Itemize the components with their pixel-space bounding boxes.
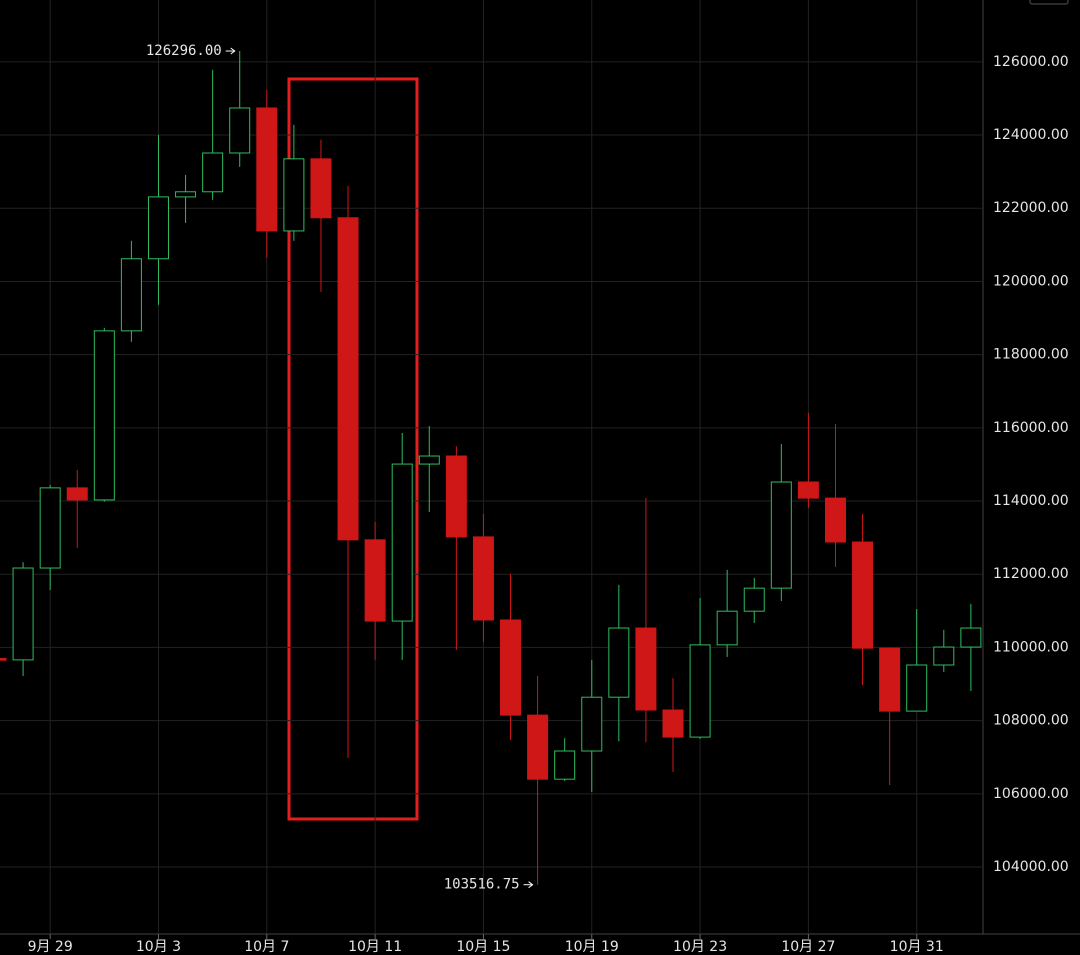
price-annotation: 103516.75 [444,877,520,893]
candle-body [337,217,359,541]
candle-body [797,481,819,499]
y-tick-label: 106000.00 [993,786,1069,802]
candle-body [500,619,522,716]
candle-body [581,696,603,752]
y-tick-label: 114000.00 [993,493,1069,509]
candle-body [770,481,792,589]
x-tick-label: 10月 31 [890,939,944,955]
candle-body [527,714,549,780]
highlight-box [287,77,419,821]
annotation-arrowhead [230,47,236,55]
candle-body [824,497,846,543]
candle-body [391,463,413,622]
candle-body [202,152,224,193]
candle-body [554,750,576,780]
y-tick-label: 108000.00 [993,713,1069,729]
candle-body [93,330,115,501]
annotation-arrowhead [528,881,534,889]
candle-body [364,539,386,622]
candle-body [472,536,494,621]
candle-body [743,587,765,612]
candle-body [608,627,630,698]
candle-body [12,567,34,661]
candle-body [418,455,440,465]
candle-body [716,610,738,646]
candle-body [689,644,711,738]
candle-body [906,664,928,712]
x-tick-label: 10月 11 [348,939,402,955]
candle-body [66,487,88,501]
candle-body [147,196,169,260]
x-tick-label: 10月 7 [244,939,289,955]
y-tick-label: 112000.00 [993,566,1069,582]
y-tick-label: 116000.00 [993,420,1069,436]
x-tick-label: 10月 19 [565,939,619,955]
x-tick-label: 9月 29 [28,939,73,955]
y-tick-label: 124000.00 [993,127,1069,143]
candle-body [310,158,332,219]
candle-body [283,158,305,232]
y-tick-label: 110000.00 [993,639,1069,655]
candle-body [0,657,7,661]
x-tick-label: 10月 15 [456,939,510,955]
candle-body [39,487,61,569]
y-tick-label: 126000.00 [993,54,1069,70]
candle-body [120,258,142,332]
y-tick-label: 104000.00 [993,859,1069,875]
price-annotation: 126296.00 [146,43,222,59]
x-tick-label: 10月 27 [781,939,835,955]
candle-body [256,107,278,232]
candle-body [175,191,197,198]
candle-body [229,107,251,154]
x-tick-label: 10月 3 [136,939,181,955]
candle-body [879,647,901,712]
y-tick-label: 122000.00 [993,200,1069,216]
candle-body [662,709,684,738]
corner-button[interactable] [1029,0,1069,5]
x-tick-label: 10月 23 [673,939,727,955]
y-tick-label: 120000.00 [993,273,1069,289]
y-tick-label: 118000.00 [993,347,1069,363]
candle-body [852,541,874,649]
candle-body [635,627,657,711]
candle-body [445,455,467,538]
candle-body [960,627,982,648]
candle-body [933,646,955,666]
